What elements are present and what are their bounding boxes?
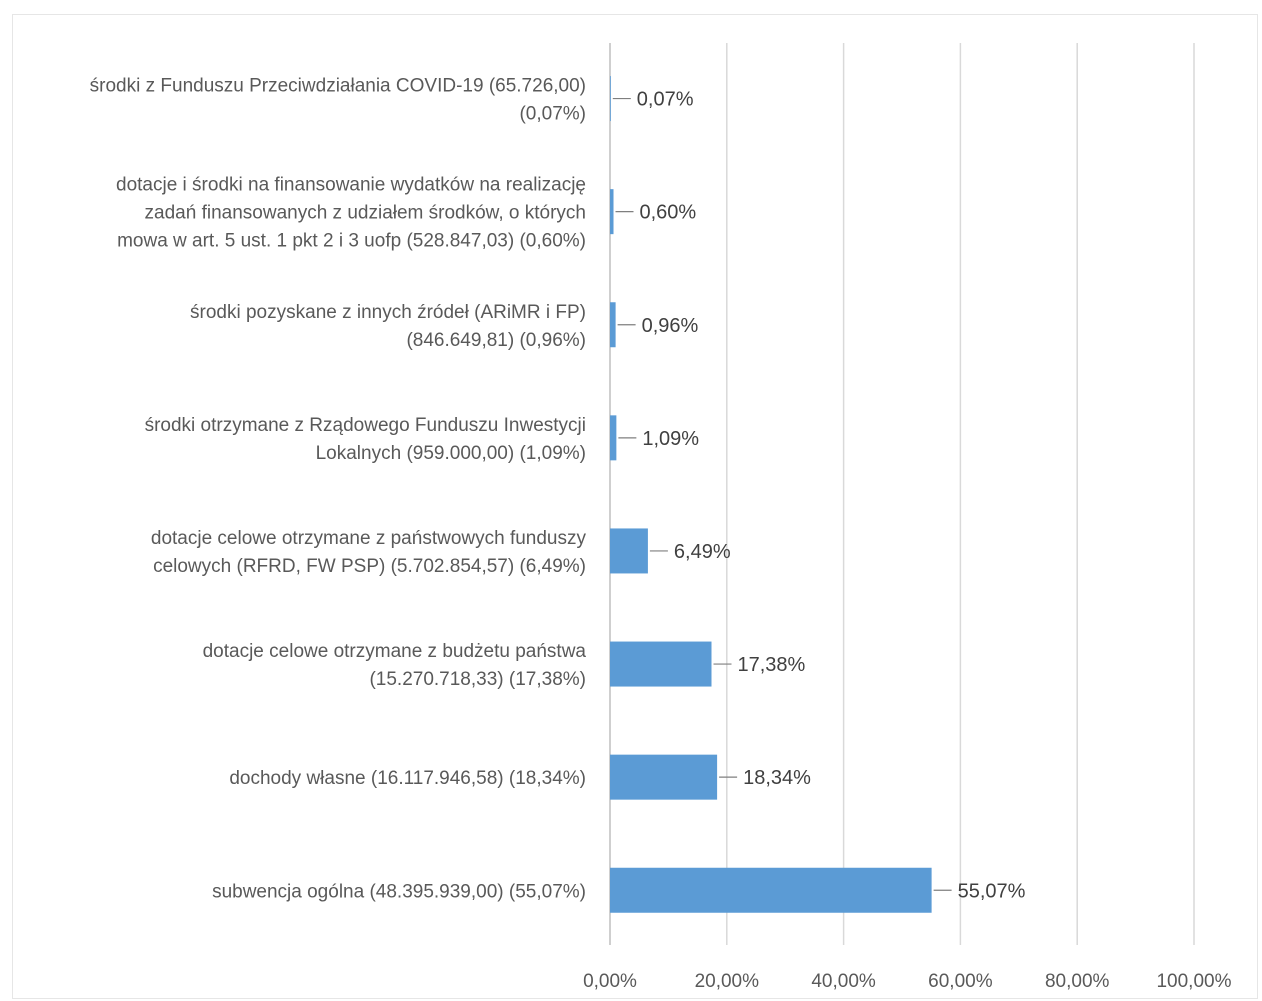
bar xyxy=(610,189,614,235)
data-label: 6,49% xyxy=(674,541,731,563)
category-label: dochody własne (16.117.946,58) (18,34%) xyxy=(229,768,586,789)
category-label-line: dotacje celowe otrzymane z budżetu państ… xyxy=(203,641,587,662)
bar xyxy=(610,528,648,574)
x-tick-label: 80,00% xyxy=(1045,971,1110,992)
category-label-line: zadań finansowanych z udziałem środków, … xyxy=(145,203,586,224)
bar xyxy=(610,76,611,122)
x-tick-label: 100,00% xyxy=(1156,971,1231,992)
category-label-line: środki otrzymane z Rządowego Funduszu In… xyxy=(145,415,586,436)
data-label: 0,96% xyxy=(642,315,699,337)
category-labels: środki z Funduszu Przeciwdziałania COVID… xyxy=(90,76,587,903)
category-label: środki otrzymane z Rządowego Funduszu In… xyxy=(145,415,586,464)
data-label: 55,07% xyxy=(958,880,1026,902)
category-label-line: (0,07%) xyxy=(519,104,586,125)
data-label: 17,38% xyxy=(737,654,805,676)
category-label-line: mowa w art. 5 ust. 1 pkt 2 i 3 uofp (528… xyxy=(117,231,586,252)
category-label: dotacje i środki na finansowanie wydatkó… xyxy=(116,175,586,252)
x-tick-label: 20,00% xyxy=(695,971,760,992)
bar xyxy=(610,641,712,687)
category-label-line: (846.649,81) (0,96%) xyxy=(406,330,586,351)
bars xyxy=(610,76,932,913)
x-axis-ticks: 0,00% 20,00% 40,00% 60,00% 80,00% 100,00% xyxy=(583,971,1232,992)
category-label: dotacje celowe otrzymane z państwowych f… xyxy=(151,528,587,577)
bar-chart: 0,07% 0,60% 0,96% 1,09% 6,49% 17,38% 18,34% 55,… xyxy=(90,43,1232,992)
category-label-line: dotacje i środki na finansowanie wydatkó… xyxy=(116,175,586,196)
category-label: subwencja ogólna (48.395.939,00) (55,07%… xyxy=(212,881,586,902)
category-label-line: subwencja ogólna (48.395.939,00) (55,07%… xyxy=(212,881,586,902)
category-label-line: dotacje celowe otrzymane z państwowych f… xyxy=(151,528,587,549)
bar xyxy=(610,302,616,348)
leader-lines xyxy=(612,97,952,891)
category-label-line: celowych (RFRD, FW PSP) (5.702.854,57) (… xyxy=(153,556,586,577)
category-label-line: środki z Funduszu Przeciwdziałania COVID… xyxy=(90,76,586,97)
category-label: środki pozyskane z innych źródeł (ARiMR … xyxy=(190,302,586,351)
category-label-line: (15.270.718,33) (17,38%) xyxy=(369,669,586,690)
data-label: 18,34% xyxy=(743,767,811,789)
data-label: 0,07% xyxy=(637,89,694,111)
bar xyxy=(610,415,617,461)
category-label-line: środki pozyskane z innych źródeł (ARiMR … xyxy=(190,302,586,323)
chart-container: 0,07% 0,60% 0,96% 1,09% 6,49% 17,38% 18,34% 55,… xyxy=(12,14,1258,999)
data-labels: 0,07% 0,60% 0,96% 1,09% 6,49% 17,38% 18,34% 55,… xyxy=(637,89,1026,903)
category-label-line: dochody własne (16.117.946,58) (18,34%) xyxy=(229,768,586,789)
category-label-line: Lokalnych (959.000,00) (1,09%) xyxy=(316,443,586,464)
gridlines xyxy=(609,43,1195,945)
x-tick-label: 0,00% xyxy=(583,971,637,992)
bar xyxy=(610,754,718,800)
category-label: środki z Funduszu Przeciwdziałania COVID… xyxy=(90,76,586,125)
x-tick-label: 60,00% xyxy=(928,971,993,992)
bar xyxy=(610,867,932,913)
category-label: dotacje celowe otrzymane z budżetu państ… xyxy=(203,641,587,690)
data-label: 0,60% xyxy=(640,202,697,224)
data-label: 1,09% xyxy=(642,428,699,450)
x-tick-label: 40,00% xyxy=(811,971,876,992)
